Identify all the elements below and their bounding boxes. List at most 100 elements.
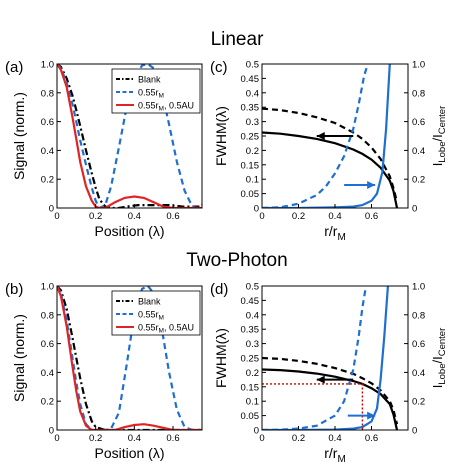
legend-label-a-2: 0.55rM, 0.5AU [138, 101, 194, 113]
series-line-a-1 [57, 64, 202, 208]
y-axis-label-d: FWHM(λ) [213, 328, 229, 388]
y-tick-label-d-9: 0.45 [241, 296, 260, 307]
y-tick-label-a-2: 0.4 [41, 146, 54, 157]
panel-label-b: (b) [5, 281, 23, 298]
y-tick-label-c-10: 0.5 [246, 60, 259, 71]
y-right-axis-label-c: ILobe/ICenter [430, 106, 448, 167]
y-tick-label-c-6: 0.3 [246, 117, 259, 128]
series-line-d-3 [262, 286, 389, 430]
y-right-tick-label-c-0: 0 [412, 204, 417, 215]
y-right-axis-label-d: ILobe/ICenter [430, 328, 448, 389]
series-line-c-0 [262, 107, 399, 203]
chart-panel-a: 0 0.2 0.4 0.6 0 0.2 0.4 0.6 0.8 1.0 (a) Position (λ… [5, 59, 203, 239]
y-tick-label-c-1: 0.05 [241, 189, 260, 200]
y-tick-label-a-3: 0.6 [41, 117, 54, 128]
legend-label-b-2: 0.55rM, 0.5AU [138, 323, 194, 335]
y-tick-label-d-7: 0.35 [241, 325, 260, 336]
y-tick-label-d-0: 0 [254, 426, 259, 437]
chart-panel-b: 0 0.2 0.4 0.6 0 0.2 0.4 0.6 0.8 1.0 (b) Position (λ… [5, 281, 203, 461]
arrow-head-d-1 [367, 411, 376, 420]
chart-panel-d: 0 0.2 0.4 0.6 0 0.05 0.1 0.15 0.2 0.25 0.3 0.35 0.4 0… [210, 281, 448, 465]
series-line-b-2 [57, 286, 202, 430]
x-tick-label-c-1: 0.2 [292, 211, 305, 222]
y-right-tick-label-c-5: 1.0 [412, 60, 425, 71]
x-tick-label-b-2: 0.4 [128, 433, 141, 444]
y-tick-label-b-1: 0.2 [41, 397, 54, 408]
arrow-head-c-1 [367, 180, 376, 189]
y-tick-label-d-6: 0.3 [246, 339, 259, 350]
arrow-head-d-0 [316, 375, 325, 384]
y-tick-label-c-3: 0.15 [241, 160, 260, 171]
y-tick-label-c-0: 0 [254, 204, 259, 215]
y-right-tick-label-d-5: 1.0 [412, 282, 425, 293]
series-line-c-1 [262, 131, 399, 208]
x-tick-label-b-0: 0 [54, 433, 59, 444]
y-tick-label-d-3: 0.15 [241, 382, 260, 393]
x-axis-label-b: Position (λ) [94, 445, 164, 461]
chart-panel-c: 0 0.2 0.4 0.6 0 0.05 0.1 0.15 0.2 0.25 0.3 0.35 0.4 0… [210, 59, 448, 243]
y-axis-label-a: Signal (norm.) [11, 92, 27, 180]
series-line-d-1 [262, 368, 399, 430]
y-tick-label-a-0: 0 [49, 204, 54, 215]
y-tick-label-c-7: 0.35 [241, 103, 260, 114]
arrow-head-c-0 [316, 132, 325, 140]
y-axis-label-c: FWHM(λ) [213, 106, 229, 166]
y-tick-label-c-4: 0.2 [246, 146, 259, 157]
legend-label-b-0: Blank [138, 297, 161, 307]
x-tick-label-d-0: 0 [259, 433, 264, 444]
guide-line-d-0 [262, 383, 364, 430]
x-tick-label-c-3: 0.6 [365, 211, 378, 222]
panel-label-d: (d) [210, 281, 228, 298]
y-tick-label-c-2: 0.1 [246, 175, 259, 186]
x-tick-label-d-1: 0.2 [292, 433, 305, 444]
y-right-tick-label-c-4: 0.8 [412, 88, 425, 99]
y-tick-label-b-4: 0.8 [41, 310, 54, 321]
y-tick-label-c-8: 0.4 [246, 88, 259, 99]
series-line-b-1 [57, 286, 202, 430]
series-line-d-0 [262, 356, 399, 425]
x-tick-label-d-3: 0.6 [365, 433, 378, 444]
y-tick-label-d-10: 0.5 [246, 282, 259, 293]
y-tick-label-b-2: 0.4 [41, 368, 54, 379]
x-axis-label-d: r/rM [324, 445, 346, 465]
plot-frame-b [56, 285, 203, 431]
y-tick-label-a-1: 0.2 [41, 175, 54, 186]
y-tick-label-d-1: 0.05 [241, 411, 260, 422]
series-line-c-2 [262, 64, 369, 208]
y-tick-label-c-5: 0.25 [241, 132, 260, 143]
y-right-tick-label-d-2: 0.4 [412, 368, 425, 379]
x-tick-label-a-1: 0.2 [89, 211, 102, 222]
y-right-tick-label-d-4: 0.8 [412, 310, 425, 321]
x-tick-label-a-0: 0 [54, 211, 59, 222]
plot-frame-a [56, 63, 203, 209]
y-right-tick-label-d-3: 0.6 [412, 339, 425, 350]
y-tick-label-d-5: 0.25 [241, 354, 260, 365]
panel-label-a: (a) [5, 59, 23, 76]
x-tick-label-a-2: 0.4 [128, 211, 141, 222]
y-tick-label-a-4: 0.8 [41, 88, 54, 99]
x-tick-label-b-1: 0.2 [89, 433, 102, 444]
y-tick-label-b-3: 0.6 [41, 339, 54, 350]
y-axis-label-b: Signal (norm.) [11, 314, 27, 402]
y-tick-label-a-5: 1.0 [41, 60, 54, 71]
section-title-linear: Linear [211, 29, 264, 50]
legend-label-b-1: 0.55rM [138, 310, 164, 322]
y-right-tick-label-d-1: 0.2 [412, 397, 425, 408]
x-axis-label-c: r/rM [324, 223, 346, 243]
y-tick-label-d-4: 0.2 [246, 368, 259, 379]
y-right-tick-label-c-2: 0.4 [412, 146, 425, 157]
y-tick-label-c-9: 0.45 [241, 74, 260, 85]
x-axis-label-a: Position (λ) [94, 223, 164, 239]
y-right-tick-label-c-3: 0.6 [412, 117, 425, 128]
y-tick-label-b-5: 1.0 [41, 282, 54, 293]
legend-label-a-0: Blank [138, 75, 161, 85]
x-tick-label-c-0: 0 [259, 211, 264, 222]
y-tick-label-d-2: 0.1 [246, 397, 259, 408]
section-title-two-photon: Two-Photon [186, 250, 287, 271]
x-tick-label-d-2: 0.4 [328, 433, 341, 444]
panel-label-c: (c) [210, 59, 228, 76]
series-line-b-0 [57, 286, 202, 430]
y-right-tick-label-c-1: 0.2 [412, 175, 425, 186]
legend-label-a-1: 0.55rM [138, 88, 164, 100]
